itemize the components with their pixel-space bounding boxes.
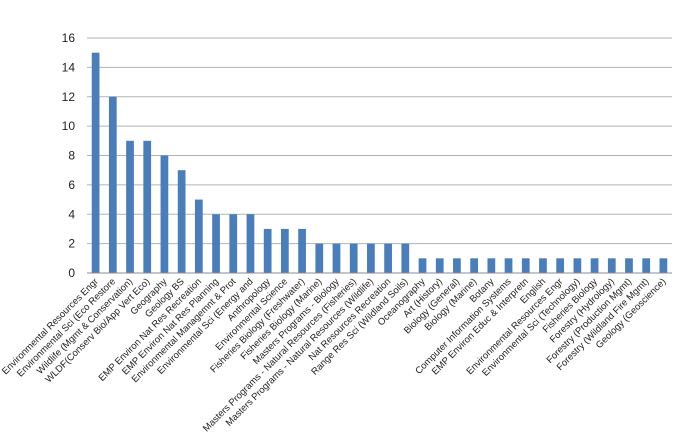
bar <box>504 258 513 273</box>
y-tick-label: 10 <box>62 119 76 133</box>
bar <box>298 228 306 273</box>
bar <box>401 243 410 273</box>
bar <box>126 140 134 273</box>
bar <box>263 228 272 273</box>
gridlines <box>87 37 672 245</box>
bar <box>418 258 427 273</box>
bar <box>539 258 547 273</box>
bar <box>315 243 324 273</box>
bar <box>91 52 100 273</box>
y-tick-label: 12 <box>62 90 76 104</box>
bar <box>349 243 358 273</box>
bar <box>556 258 565 273</box>
bar <box>194 199 203 273</box>
bar <box>521 258 530 273</box>
bar <box>108 96 117 273</box>
x-axis-category-labels: Environmental Resources EngrEnvironmenta… <box>0 276 669 434</box>
bar <box>590 258 599 273</box>
bar <box>470 258 479 273</box>
bar <box>607 258 616 273</box>
bar <box>246 214 255 273</box>
bar <box>177 170 186 273</box>
y-tick-label: 0 <box>68 266 75 280</box>
bar <box>625 258 633 273</box>
y-axis-tick-labels: 0 2 4 6 8 10 12 14 16 <box>62 31 76 280</box>
bar <box>435 258 444 273</box>
y-tick-label: 4 <box>68 207 75 221</box>
bar <box>487 258 496 273</box>
y-tick-label: 14 <box>62 60 76 74</box>
y-tick-label: 16 <box>62 31 76 45</box>
bar <box>332 243 341 273</box>
bar <box>573 258 582 273</box>
bar <box>160 155 169 273</box>
y-tick-label: 6 <box>68 178 75 192</box>
bar <box>384 243 392 273</box>
bar <box>659 258 668 273</box>
bar-series <box>91 52 668 273</box>
y-tick-label: 2 <box>68 237 75 251</box>
bar <box>143 140 152 273</box>
bar <box>453 258 461 273</box>
bar <box>642 258 651 273</box>
y-tick-label: 8 <box>68 149 75 163</box>
bar <box>212 214 220 273</box>
bar <box>229 214 238 273</box>
bar <box>280 228 289 273</box>
bar <box>367 243 375 273</box>
